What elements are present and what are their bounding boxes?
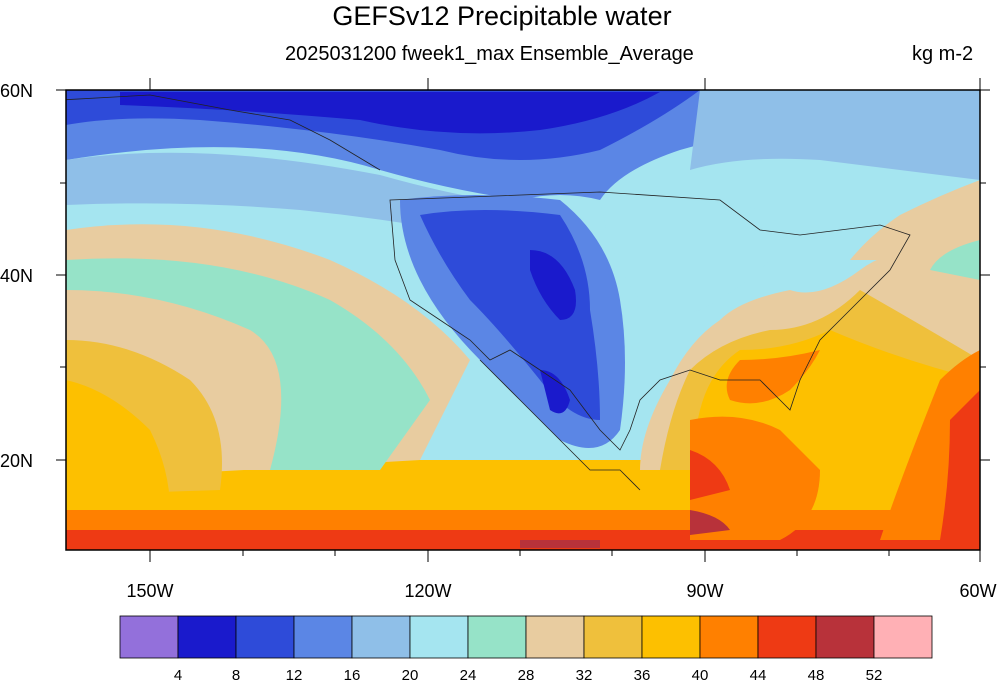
colorbar-label: 44 [749, 667, 767, 684]
lon-label-60w: 60W [959, 581, 997, 601]
colorbar-label: 40 [691, 667, 709, 684]
map-subtitle: 2025031200 fweek1_max Ensemble_Average [285, 43, 694, 65]
colorbar-swatch [583, 615, 643, 659]
colorbar-swatch [235, 615, 295, 659]
map-frame [65, 89, 981, 551]
colorbar [119, 615, 933, 659]
colorbar-label: 32 [575, 667, 593, 684]
colorbar-swatch [177, 615, 237, 659]
colorbar-label: 8 [231, 667, 241, 684]
colorbar-label: 48 [807, 667, 825, 684]
colorbar-swatch [119, 615, 179, 659]
colorbar-label: 28 [517, 667, 535, 684]
colorbar-swatch [525, 615, 585, 659]
colorbar-label: 52 [865, 667, 883, 684]
lon-label-120w: 120W [404, 581, 452, 601]
lon-label-90w: 90W [686, 581, 724, 601]
colorbar-swatch [815, 615, 875, 659]
colorbar-label: 16 [343, 667, 361, 684]
colorbar-label: 36 [633, 667, 651, 684]
colorbar-label: 4 [173, 667, 183, 684]
colorbar-swatch [873, 615, 933, 659]
lon-label-150w: 150W [126, 581, 174, 601]
colorbar-swatch [699, 615, 759, 659]
precipitable-water-field [66, 90, 980, 550]
lat-label-40n: 40N [0, 266, 34, 286]
colorbar-label: 12 [285, 667, 303, 684]
map-title: GEFSv12 Precipitable water [332, 1, 672, 31]
colorbar-swatch [409, 615, 469, 659]
units-label: kg m-2 [912, 43, 974, 65]
colorbar-swatch [293, 615, 353, 659]
colorbar-label: 24 [459, 667, 477, 684]
colorbar-label: 20 [401, 667, 419, 684]
lat-label-60n: 60N [0, 81, 34, 101]
colorbar-swatch [467, 615, 527, 659]
colorbar-swatch [351, 615, 411, 659]
colorbar-swatch [757, 615, 817, 659]
colorbar-swatch [641, 615, 701, 659]
lat-label-20n: 20N [0, 451, 34, 471]
axis-ticks [56, 78, 990, 562]
